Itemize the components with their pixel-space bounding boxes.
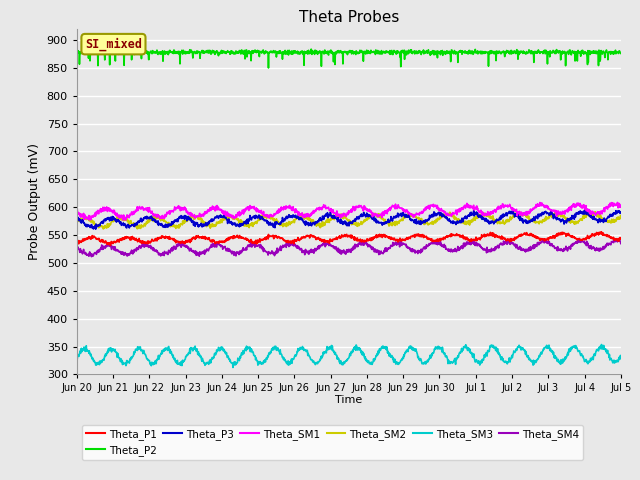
- Text: SI_mixed: SI_mixed: [85, 37, 142, 51]
- Y-axis label: Probe Output (mV): Probe Output (mV): [28, 143, 41, 260]
- X-axis label: Time: Time: [335, 395, 362, 405]
- Title: Theta Probes: Theta Probes: [299, 10, 399, 25]
- Legend: Theta_P1, Theta_P2, Theta_P3, Theta_SM1, Theta_SM2, Theta_SM3, Theta_SM4: Theta_P1, Theta_P2, Theta_P3, Theta_SM1,…: [82, 424, 583, 460]
